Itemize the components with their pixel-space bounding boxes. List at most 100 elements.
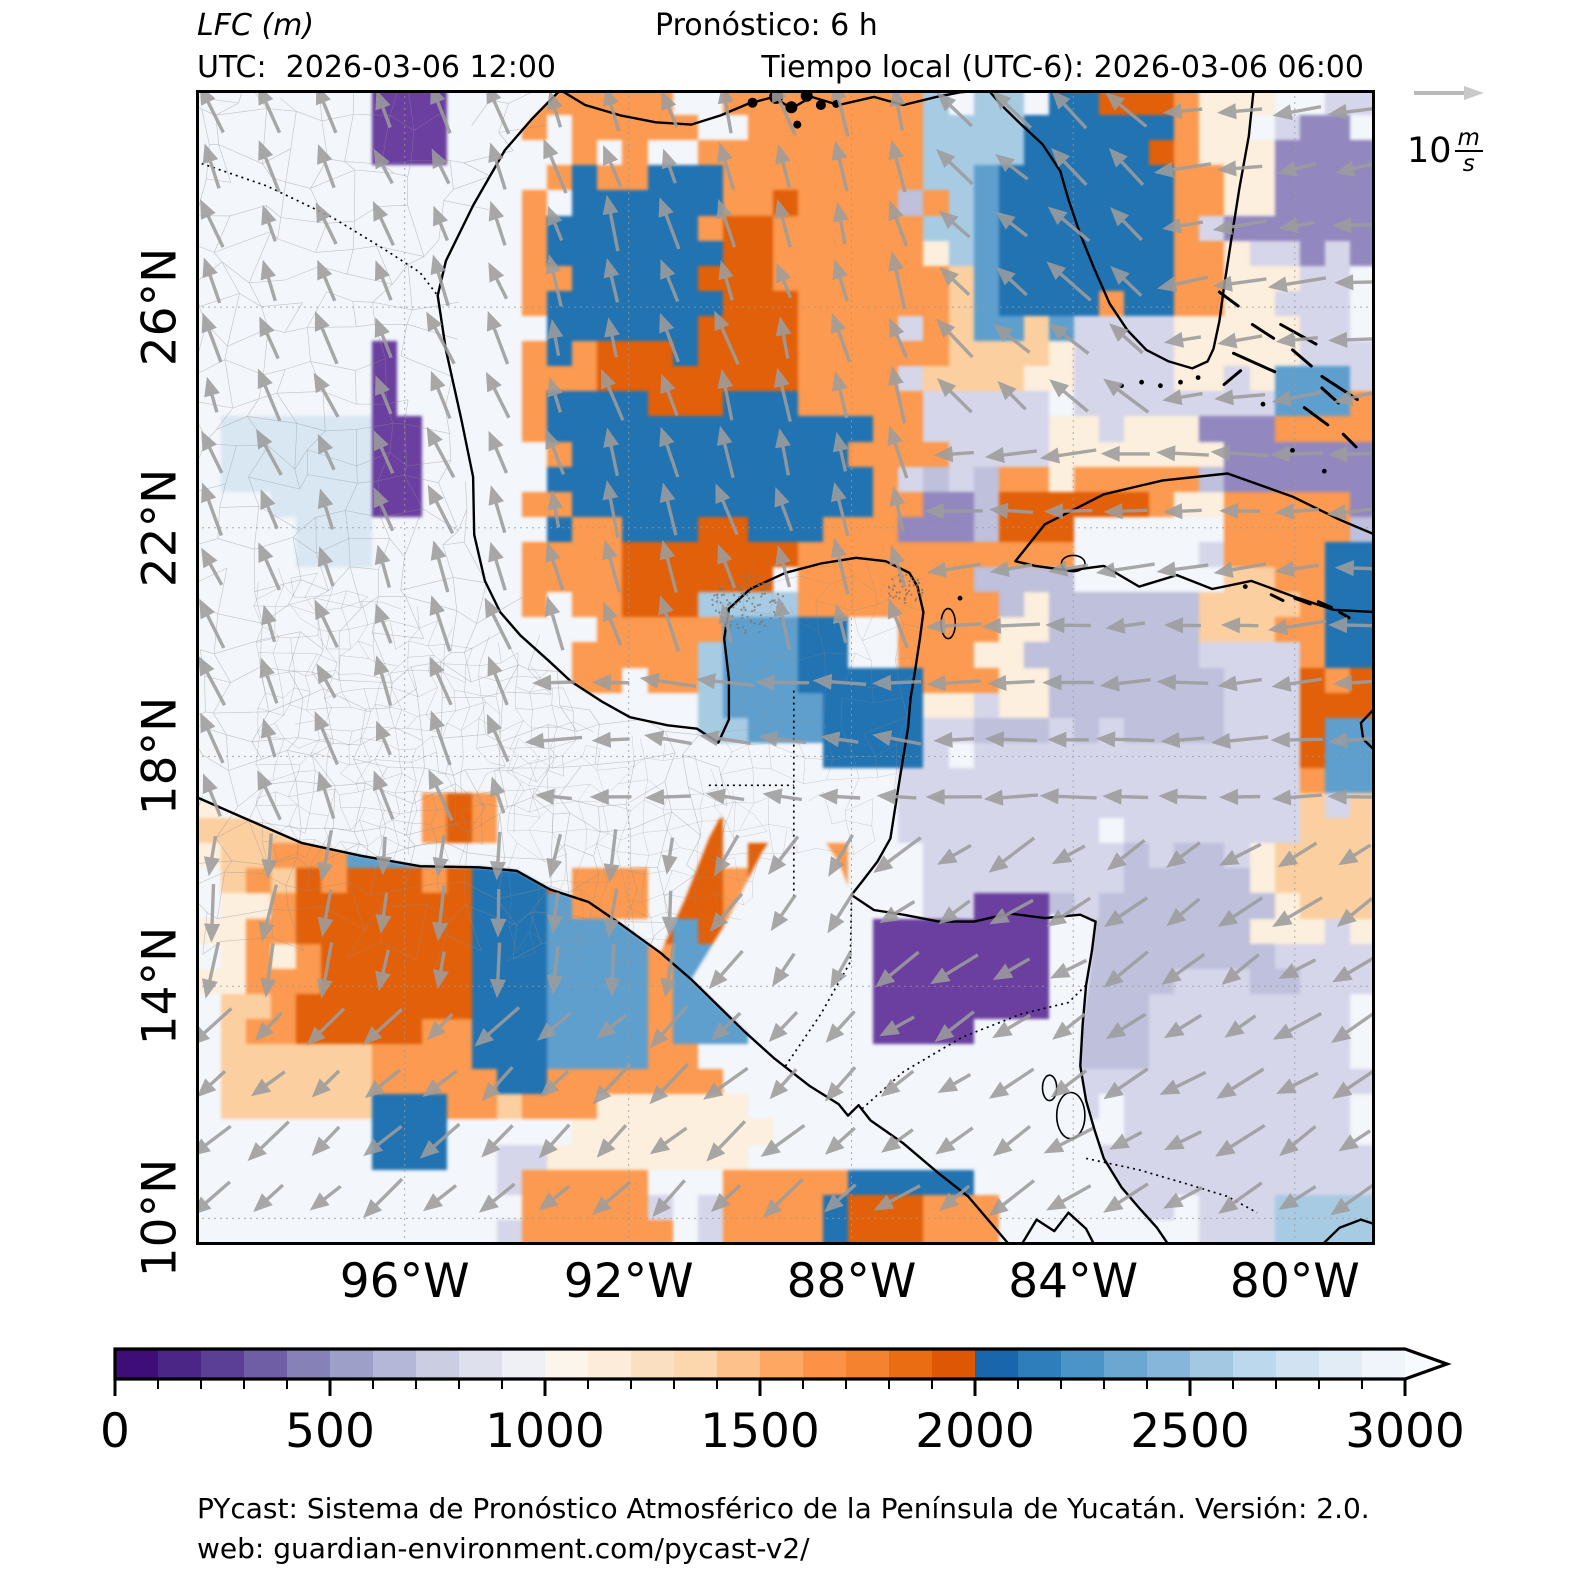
colorbar-segment: [1104, 1349, 1148, 1379]
x-tick-label: 80°W: [1229, 1254, 1360, 1309]
coastline: [1020, 1211, 1096, 1245]
island: [1320, 374, 1359, 401]
colorbar-segment: [201, 1349, 245, 1379]
colorbar-segment: [846, 1349, 890, 1379]
colorbar-segment: [244, 1349, 288, 1379]
island: [1217, 290, 1240, 308]
island: [1293, 596, 1312, 606]
x-tick-label: 88°W: [786, 1254, 917, 1309]
footer-line-1: PYcast: Sistema de Pronóstico Atmosféric…: [197, 1492, 1370, 1525]
colorbar-segment: [760, 1349, 804, 1379]
local-time-label: Tiempo local (UTC-6): 2026-03-06 06:00: [761, 50, 1364, 85]
y-tick-label: 10°N: [132, 1159, 188, 1278]
wind-reference-value: 10: [1407, 131, 1452, 172]
islet: [1242, 584, 1248, 589]
delta-marsh: [815, 100, 826, 110]
forecast-lead-label: Pronóstico: 6 h: [655, 8, 878, 43]
wind-vectors: [196, 90, 1375, 1219]
coastline: [1359, 706, 1375, 752]
colorbar-tick-label: 2000: [915, 1404, 1035, 1459]
colorbar-tick-label: 0: [100, 1404, 130, 1459]
island: [1279, 323, 1318, 346]
y-tick-label: 14°N: [132, 927, 188, 1046]
coastline: [987, 90, 1255, 370]
delta-marsh: [747, 97, 758, 108]
islet: [1321, 468, 1327, 474]
colorbar-segment: [631, 1349, 675, 1379]
colorbar-tick-label: 1000: [485, 1404, 605, 1459]
islet: [1290, 448, 1295, 453]
colorbar-segment: [1319, 1349, 1363, 1379]
forecast-map: [196, 90, 1375, 1245]
colorbar-segment: [803, 1349, 847, 1379]
wind-reference-arrow-icon: [1414, 86, 1484, 100]
y-tick-label: 18°N: [132, 697, 188, 816]
colorbar-segment: [717, 1349, 761, 1379]
islet: [957, 595, 963, 601]
colorbar-segment: [1147, 1349, 1191, 1379]
colorbar-extend-arrow: [1405, 1349, 1447, 1379]
wind-reference-unit-denominator: s: [1462, 151, 1475, 178]
island: [1232, 351, 1277, 374]
colorbar-segment: [459, 1349, 503, 1379]
colorbar-segment: [545, 1349, 589, 1379]
country-border: [784, 898, 853, 1067]
colorbar-segment: [287, 1349, 331, 1379]
colorbar-segment: [330, 1349, 374, 1379]
country-border: [196, 160, 439, 297]
coastline: [436, 90, 1170, 1245]
colorbar-segment: [975, 1349, 1019, 1379]
colorbar-tick-label: 3000: [1345, 1404, 1465, 1459]
islet: [1260, 401, 1266, 407]
islet: [1158, 383, 1163, 389]
colorbar-segment: [889, 1349, 933, 1379]
x-tick-label: 84°W: [1008, 1254, 1139, 1309]
colorbar-tick-label: 500: [285, 1404, 375, 1459]
islet: [1139, 379, 1144, 385]
y-tick-label: 22°N: [132, 468, 188, 587]
colorbar-segment: [158, 1349, 202, 1379]
island: [1222, 369, 1243, 386]
coastline: [1014, 472, 1375, 614]
x-tick-label: 92°W: [563, 1254, 694, 1309]
colorbar-segment: [1061, 1349, 1105, 1379]
delta-marsh: [793, 120, 802, 129]
island: [1250, 323, 1276, 340]
island: [1338, 610, 1351, 620]
island: [1316, 600, 1333, 609]
colorbar-segment: [1362, 1349, 1406, 1379]
colorbar-segment: [373, 1349, 417, 1379]
islet: [1195, 375, 1201, 380]
colorbar-segment: [1276, 1349, 1320, 1379]
wind-reference-label: 10 m s: [1407, 126, 1483, 176]
admin-boundaries-mesh: [196, 90, 728, 971]
colorbar-segment: [1190, 1349, 1234, 1379]
urban-speckles: [887, 573, 924, 604]
island-outline: [1041, 1074, 1058, 1102]
colorbar-segment: [1018, 1349, 1062, 1379]
delta-marsh: [785, 101, 798, 114]
coastline: [1320, 1218, 1375, 1245]
colorbar-segment: [502, 1349, 546, 1379]
island: [1291, 348, 1313, 368]
footer: PYcast: Sistema de Pronóstico Atmosféric…: [197, 1489, 1370, 1569]
colorbar-segment: [674, 1349, 718, 1379]
colorbar-tick-label: 2500: [1130, 1404, 1250, 1459]
x-tick-label: 96°W: [339, 1254, 470, 1309]
colorbar-segment: [416, 1349, 460, 1379]
y-tick-label: 26°N: [132, 247, 188, 367]
variable-label: LFC (m): [197, 8, 315, 43]
colorbar-tick-label: 1500: [700, 1404, 820, 1459]
colorbar-ticks: [113, 1379, 1407, 1396]
colorbar-segment: [932, 1349, 976, 1379]
colorbar-segment: [115, 1349, 159, 1379]
wind-reference-unit-numerator: m: [1454, 126, 1483, 153]
colorbar-segment: [588, 1349, 632, 1379]
utc-time-label: UTC: 2026-03-06 12:00: [197, 50, 556, 85]
admin-boundaries-mesh: [253, 567, 594, 866]
island: [1341, 432, 1358, 449]
colorbar-segment: [1233, 1349, 1277, 1379]
map-frame: [196, 90, 1375, 1245]
coastline: [196, 795, 1011, 1245]
